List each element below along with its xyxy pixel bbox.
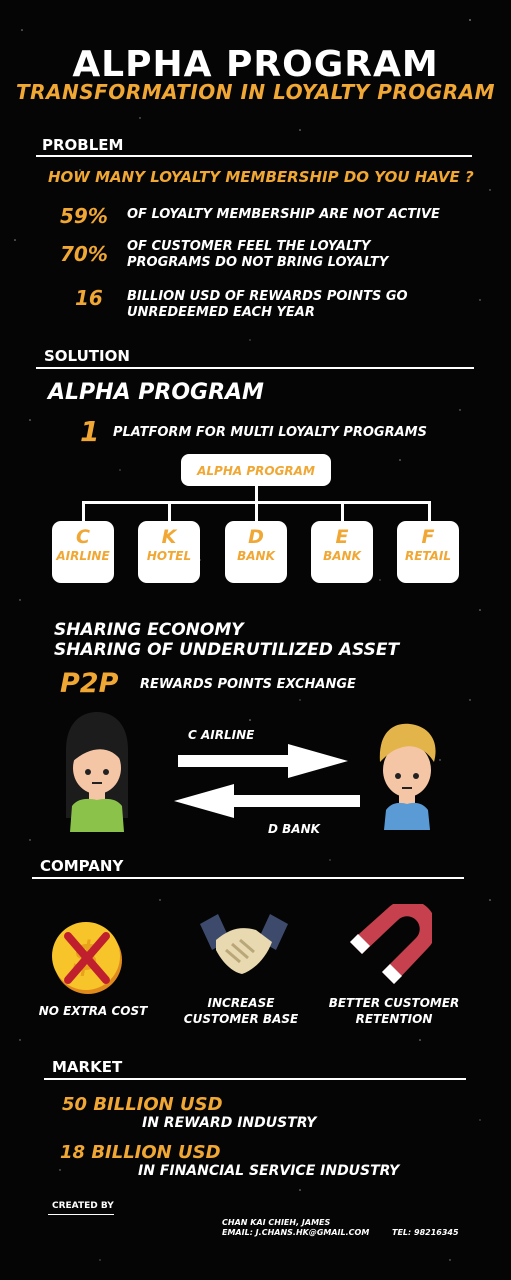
node-letter: F: [421, 526, 435, 548]
stat-text: OF CUSTOMER FEEL THE LOYALTY: [127, 239, 371, 254]
footer-divider: [48, 1214, 114, 1215]
hub-node: ALPHA PROGRAM: [181, 454, 331, 486]
node-letter: C: [76, 526, 90, 548]
benefit-caption: RETENTION: [355, 1012, 433, 1026]
node-name: RETAIL: [404, 549, 452, 563]
node-connector: [82, 501, 85, 523]
hub-connector: [255, 486, 258, 502]
node-connector: [428, 501, 431, 523]
page-title: ALPHA PROGRAM: [72, 44, 439, 85]
company-divider: [32, 877, 464, 879]
stat-value: 16: [75, 286, 103, 310]
magnet-icon: [350, 904, 432, 984]
solution-name: ALPHA PROGRAM: [48, 380, 264, 405]
problem-divider: [36, 155, 472, 157]
sharing-line-2: SHARING OF UNDERUTILIZED ASSET: [54, 640, 400, 660]
arrow-left-icon: [174, 784, 360, 818]
platform-text: PLATFORM FOR MULTI LOYALTY PROGRAMS: [113, 425, 427, 440]
stat-text: PROGRAMS DO NOT BRING LOYALTY: [127, 255, 389, 270]
node-c-airline: C AIRLINE: [52, 521, 114, 583]
solution-divider: [36, 367, 474, 369]
benefit-caption: BETTER CUSTOMER: [328, 996, 460, 1010]
no-dollar-icon: $: [52, 922, 122, 994]
node-connector: [168, 501, 171, 523]
node-letter: K: [161, 526, 177, 548]
stat-value: 59%: [60, 204, 108, 228]
market-value: 18 BILLION USD: [60, 1142, 221, 1163]
company-heading: COMPANY: [40, 857, 124, 875]
market-value: 50 BILLION USD: [62, 1094, 223, 1115]
p2p-text: REWARDS POINTS EXCHANGE: [140, 677, 356, 692]
benefit-caption: INCREASE: [207, 996, 275, 1010]
market-text: IN REWARD INDUSTRY: [142, 1115, 317, 1131]
node-name: AIRLINE: [56, 549, 110, 563]
benefit-caption: NO EXTRA COST: [38, 1004, 148, 1018]
node-k-hotel: K HOTEL: [138, 521, 200, 583]
node-connector: [255, 501, 258, 523]
author-email: EMAIL: J.CHANS.HK@GMAIL.COM: [222, 1228, 370, 1237]
node-letter: E: [335, 526, 349, 548]
stat-value: 70%: [60, 242, 108, 266]
node-name: BANK: [237, 549, 275, 563]
node-e-bank: E BANK: [311, 521, 373, 583]
sharing-line-1: SHARING ECONOMY: [54, 620, 244, 640]
woman-avatar-icon: [66, 712, 128, 832]
stat-text: OF LOYALTY MEMBERSHIP ARE NOT ACTIVE: [127, 207, 440, 222]
node-f-retail: F RETAIL: [397, 521, 459, 583]
problem-question: HOW MANY LOYALTY MEMBERSHIP DO YOU HAVE …: [48, 168, 474, 186]
stat-text: UNREDEEMED EACH YEAR: [127, 305, 315, 320]
created-by-label: CREATED BY: [52, 1201, 114, 1211]
platform-number: 1: [80, 415, 100, 448]
node-name: HOTEL: [146, 549, 192, 563]
market-divider: [44, 1078, 466, 1080]
market-text: IN FINANCIAL SERVICE INDUSTRY: [138, 1163, 400, 1179]
p2p-label: P2P: [60, 668, 119, 699]
arrow-right-icon: [178, 744, 348, 778]
node-connector: [341, 501, 344, 523]
market-heading: MARKET: [52, 1058, 123, 1076]
benefit-caption: CUSTOMER BASE: [183, 1012, 299, 1026]
page-subtitle: TRANSFORMATION IN LOYALTY PROGRAM: [15, 80, 496, 104]
node-letter: D: [248, 526, 264, 548]
arrow-left-label: D BANK: [268, 822, 320, 836]
author-phone: TEL: 98216345: [392, 1228, 459, 1237]
stat-text: BILLION USD OF REWARDS POINTS GO: [127, 289, 408, 304]
node-name: BANK: [323, 549, 361, 563]
solution-heading: SOLUTION: [44, 347, 130, 365]
man-avatar-icon: [379, 723, 436, 830]
hub-label: ALPHA PROGRAM: [197, 464, 315, 478]
author-name: CHAN KAI CHIEH, JAMES: [222, 1218, 331, 1227]
handshake-icon: [200, 914, 288, 974]
problem-heading: PROBLEM: [42, 136, 124, 154]
arrow-right-label: C AIRLINE: [188, 728, 255, 742]
node-d-bank: D BANK: [225, 521, 287, 583]
